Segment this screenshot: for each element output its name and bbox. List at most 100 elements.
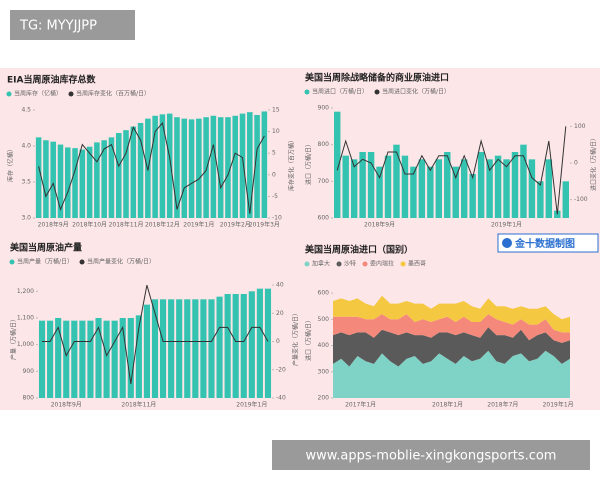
bar [225, 117, 231, 218]
bar [94, 142, 100, 218]
bar [376, 166, 383, 218]
x-tick-label: 2017年1月 [345, 401, 376, 409]
bar [393, 144, 400, 218]
line [42, 284, 269, 384]
y2-tick-label: 40 [276, 282, 284, 289]
watermark-bottom: www.apps-moblie-xingkongsports.com [306, 449, 557, 464]
bar [47, 320, 54, 398]
logo: 金十数据制图 [514, 237, 575, 250]
legend-marker [68, 91, 74, 97]
bar [256, 288, 263, 398]
bar [188, 119, 195, 218]
bar [63, 320, 70, 398]
legend-label: 当周进口变化（万桶/日） [382, 88, 450, 96]
bar [196, 118, 202, 218]
bar [71, 320, 78, 398]
logo-icon [502, 238, 512, 248]
y2-tick-label: -20 [276, 366, 286, 373]
bar [64, 147, 71, 218]
y-tick-label: 4.5 [21, 107, 31, 114]
bar [435, 159, 443, 218]
x-tick-label: 2019年3月 [249, 221, 280, 229]
x-tick-label: 2019年1月 [236, 401, 267, 409]
x-tick-label: 2019年1月 [543, 401, 574, 409]
bar [232, 294, 239, 398]
bar [401, 155, 409, 218]
bar [342, 155, 349, 218]
bar [119, 318, 126, 398]
bar [494, 155, 502, 218]
bar [562, 181, 569, 218]
bar [545, 159, 553, 218]
bar [79, 320, 86, 398]
bar [359, 152, 366, 218]
y-tick-label: 400 [318, 342, 330, 349]
legend-marker [79, 259, 85, 265]
logo-box [497, 233, 599, 253]
x-tick-label: 2018年7月 [487, 401, 518, 409]
bar [528, 159, 536, 218]
y2-axis-label: 进口变化（万桶/日） [590, 135, 598, 191]
bar [427, 166, 434, 218]
bar [537, 181, 544, 218]
bar [410, 166, 417, 218]
x-tick-label: 2019年1月 [491, 221, 522, 229]
y-tick-label: 800 [318, 141, 330, 148]
bar [123, 130, 129, 218]
bar [203, 117, 209, 218]
x-tick-label: 2018年9月 [364, 221, 395, 229]
bar [50, 141, 56, 218]
bar [384, 155, 392, 218]
x-tick-label: 2018年12月 [145, 221, 180, 229]
y-axis-label: 产量（万桶/日） [10, 316, 18, 360]
y-tick-label: 500 [318, 316, 330, 323]
watermark-box [10, 10, 135, 40]
y-tick-label: 800 [23, 395, 35, 402]
bar [486, 159, 493, 218]
bar [176, 299, 183, 398]
chart-title: 美国当周原油进口（国别） [305, 244, 413, 256]
bar [79, 149, 86, 218]
bar [72, 148, 78, 218]
y-tick-label: 900 [23, 368, 35, 375]
legend-label: 墨西哥 [408, 261, 426, 268]
y-tick-label: 3.0 [21, 215, 31, 222]
bar [181, 118, 188, 218]
bar [232, 115, 239, 218]
bar [101, 140, 107, 218]
bar [103, 320, 110, 398]
bar [159, 114, 166, 218]
y-tick-label: 600 [318, 290, 330, 297]
legend-marker [304, 89, 310, 95]
legend-label: 加拿大 [312, 260, 330, 268]
bar [503, 159, 510, 218]
legend-label: 委内瑞拉 [370, 260, 394, 268]
y-tick-label: 900 [318, 105, 330, 112]
bar [174, 117, 180, 218]
x-tick-label: 2018年9月 [51, 401, 82, 409]
legend-marker [400, 261, 406, 267]
y-tick-label: 1,000 [17, 341, 34, 348]
bar [248, 291, 255, 398]
bar [200, 299, 207, 398]
bar [184, 299, 191, 398]
bar [350, 159, 358, 218]
y-tick-label: 200 [318, 395, 330, 402]
legend-label: 当周库存变化（百万桶/日） [76, 90, 150, 98]
y-tick-label: 1,200 [17, 288, 34, 295]
area [333, 295, 570, 333]
bar [216, 296, 223, 398]
bar [240, 294, 247, 398]
bar [208, 299, 215, 398]
bar [460, 159, 468, 218]
y2-tick-label: 0 [272, 171, 276, 178]
area [333, 314, 570, 343]
bar [111, 320, 118, 398]
y2-tick-label: -100 [574, 196, 588, 203]
legend-label: 当周产量变化（万桶/日） [87, 258, 155, 266]
bar [43, 140, 49, 218]
line [38, 121, 265, 214]
bar [151, 299, 159, 398]
bar [254, 115, 260, 218]
